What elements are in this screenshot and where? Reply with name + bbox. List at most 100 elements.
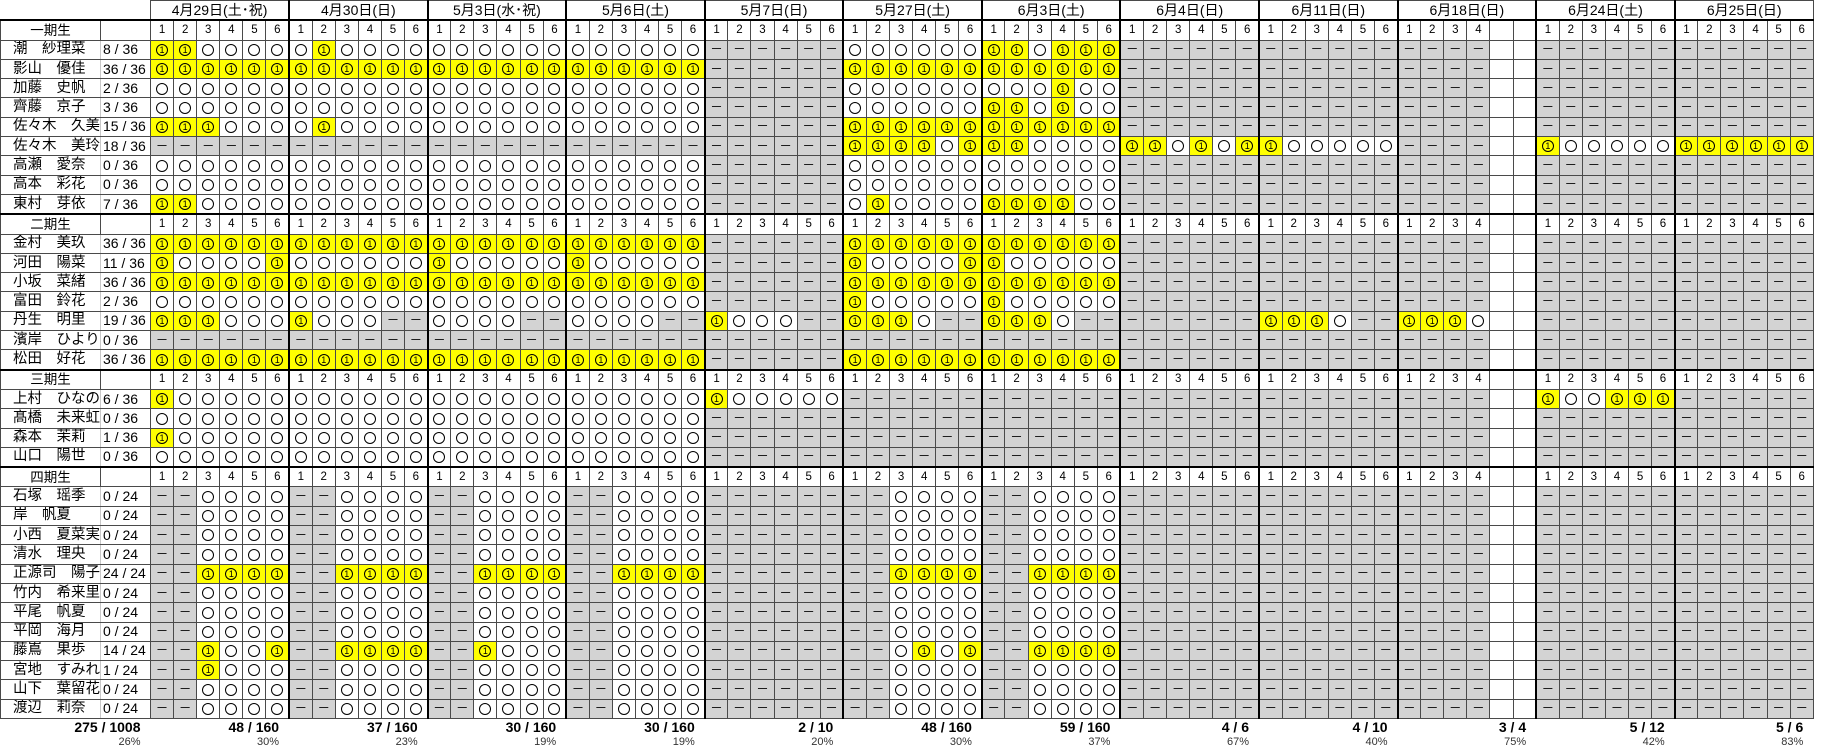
slot-number: 6 xyxy=(681,466,706,488)
slot-won: 1 xyxy=(611,349,636,371)
open-mark xyxy=(386,683,399,696)
open-mark xyxy=(317,451,330,464)
open-mark xyxy=(686,179,699,192)
slot-closed: － xyxy=(1281,427,1306,448)
slot-open xyxy=(242,155,267,176)
slot-open xyxy=(681,174,706,195)
slot-open xyxy=(681,640,706,662)
slot-closed: － xyxy=(1604,272,1630,293)
slot-won: 1 xyxy=(196,660,221,681)
slot-closed: － xyxy=(796,408,821,429)
open-mark xyxy=(456,393,469,406)
slot-open xyxy=(242,427,267,448)
slot-closed: － xyxy=(1143,505,1168,527)
slot-closed: － xyxy=(1420,505,1445,527)
slot-closed: － xyxy=(1257,116,1283,138)
open-mark xyxy=(641,529,654,542)
slot-number xyxy=(1512,213,1537,235)
open-mark xyxy=(248,645,261,658)
slot-closed: － xyxy=(1558,310,1583,332)
won-mark: 1 xyxy=(363,276,376,289)
slot-open xyxy=(473,505,498,527)
slot-closed: － xyxy=(149,640,175,662)
slot-closed: － xyxy=(1789,193,1814,215)
slot-closed: － xyxy=(1651,486,1676,507)
slot-number: 2 xyxy=(173,19,198,41)
slot-closed: － xyxy=(1420,97,1445,118)
slot-closed: － xyxy=(149,679,175,700)
open-mark xyxy=(386,625,399,638)
slot-open xyxy=(173,174,198,195)
slot-closed: － xyxy=(149,505,175,527)
slot-closed: － xyxy=(1396,505,1422,527)
open-mark xyxy=(871,257,884,270)
member-name: 佐々木 久美 xyxy=(0,116,101,138)
slot-closed: － xyxy=(1350,698,1375,719)
slot-open xyxy=(519,155,544,176)
won-mark: 1 xyxy=(871,353,884,366)
slot-number: 6 xyxy=(542,19,567,41)
won-mark: 1 xyxy=(294,237,307,250)
slot-closed: － xyxy=(1350,621,1375,642)
slot-closed: － xyxy=(1651,621,1676,642)
slot-closed: － xyxy=(1535,640,1560,662)
won-mark: 1 xyxy=(202,63,215,76)
slot-won: 1 xyxy=(196,58,221,80)
slot-number: 2 xyxy=(450,466,475,488)
slot-closed: － xyxy=(288,582,313,604)
slot-closed: － xyxy=(1235,427,1260,448)
won-mark: 1 xyxy=(987,43,1000,56)
slot-number: 6 xyxy=(1096,19,1121,41)
slot-open xyxy=(658,582,683,604)
open-mark xyxy=(202,606,215,619)
slot-number: 4 xyxy=(1189,368,1214,390)
slot-open xyxy=(265,486,290,507)
slot-open xyxy=(935,136,960,157)
slot-open xyxy=(265,660,290,681)
slot-closed: － xyxy=(1720,233,1745,254)
slot-won: 1 xyxy=(450,272,475,293)
slot-closed: － xyxy=(496,330,521,351)
won-mark: 1 xyxy=(871,140,884,153)
slot-closed: － xyxy=(1420,525,1445,546)
open-mark xyxy=(340,703,353,716)
slot-closed: － xyxy=(980,427,1006,448)
slot-closed: － xyxy=(1235,660,1260,681)
slot-number: 4 xyxy=(219,19,244,41)
slot-number: 1 xyxy=(842,19,867,41)
slot-closed: － xyxy=(819,621,844,642)
open-mark xyxy=(1056,625,1069,638)
slot-closed: － xyxy=(1119,233,1145,254)
slot-closed: － xyxy=(773,78,798,99)
won-mark: 1 xyxy=(248,567,261,580)
slot-closed: － xyxy=(1420,621,1445,642)
slot-closed: － xyxy=(1720,486,1745,507)
slot-won: 1 xyxy=(265,349,290,371)
won-mark: 1 xyxy=(1056,645,1069,658)
slot-empty xyxy=(1489,525,1514,546)
slot-closed: － xyxy=(1627,563,1653,584)
slot-won: 1 xyxy=(357,58,382,80)
slot-won: 1 xyxy=(1050,349,1075,371)
footer-total-pct: 26% xyxy=(118,735,141,748)
slot-won: 1 xyxy=(542,233,567,254)
slot-closed: － xyxy=(1119,427,1145,448)
slot-closed: － xyxy=(1119,330,1145,351)
slot-open xyxy=(980,174,1006,195)
slot-closed: － xyxy=(1212,660,1237,681)
slot-closed: － xyxy=(703,446,729,468)
slot-closed: － xyxy=(426,486,452,507)
slot-open xyxy=(888,97,914,118)
slot-number: 3 xyxy=(1027,19,1052,41)
member-tally: 1 / 36 xyxy=(100,427,151,448)
slot-open xyxy=(1350,136,1375,157)
open-mark xyxy=(202,490,215,503)
slot-closed: － xyxy=(888,388,914,410)
open-mark xyxy=(317,412,330,425)
slot-won: 1 xyxy=(634,563,660,584)
slot-closed: － xyxy=(1257,291,1283,312)
slot-won: 1 xyxy=(311,272,336,293)
slot-closed: － xyxy=(1535,155,1560,176)
slot-closed: － xyxy=(1443,39,1468,60)
open-mark xyxy=(363,101,376,114)
